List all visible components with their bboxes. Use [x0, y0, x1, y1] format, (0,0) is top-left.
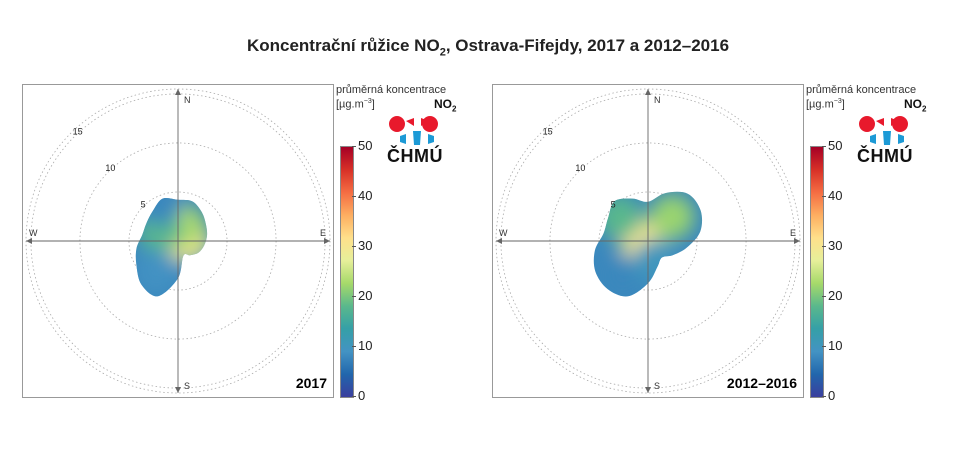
- colorbar-tick-label: 10: [828, 338, 843, 353]
- radial-tick-label: 15: [73, 127, 83, 137]
- colorbar-tick: [822, 246, 826, 247]
- colorbar-tick: [822, 146, 826, 147]
- direction-label-W: W: [29, 228, 38, 238]
- colorbar-tick: [352, 146, 356, 147]
- colorbar-tick: [822, 296, 826, 297]
- radial-tick-label: 10: [575, 163, 585, 173]
- concentration-hotspot: [597, 195, 642, 240]
- arrow-west-icon: [496, 238, 502, 244]
- colorbar-tick: [822, 196, 826, 197]
- rose-panel-2012-2016: N E S W 5 10 15 2012–2016: [492, 84, 804, 398]
- radial-tick-label: 10: [105, 163, 115, 173]
- colorbar-tick-label: 50: [828, 138, 843, 153]
- concentration-hotspot: [600, 255, 645, 297]
- concentration-hotspot: [633, 239, 678, 284]
- chmu-logo-icon: [389, 116, 438, 145]
- colorbar: [340, 146, 354, 398]
- rose-panel-2017: N E S W 5 10 15 2017: [22, 84, 334, 398]
- legend-title: průměrná koncentrace: [336, 84, 447, 96]
- colorbar: [810, 146, 824, 398]
- panel-label-2012-2016: 2012–2016: [726, 375, 797, 391]
- logo-text: ČHMÚ: [857, 146, 913, 166]
- colorbar-tick-label: 40: [828, 188, 843, 203]
- rose-plot-2017: N E S W 5 10 15: [25, 88, 331, 394]
- panel-label-2017: 2017: [295, 375, 327, 391]
- chmu-logo: [856, 114, 916, 166]
- direction-label-S: S: [654, 381, 660, 391]
- colorbar-tick-label: 10: [358, 338, 373, 353]
- colorbar-tick: [352, 246, 356, 247]
- arrow-south-icon: [175, 387, 181, 393]
- arrow-north-icon: [645, 89, 651, 95]
- legend-title: průměrná koncentrace: [806, 84, 917, 96]
- direction-label-N: N: [654, 95, 661, 105]
- colorbar-tick: [352, 196, 356, 197]
- direction-label-S: S: [184, 381, 190, 391]
- colorbar-tick-label: 20: [358, 288, 373, 303]
- direction-label-E: E: [790, 228, 796, 238]
- concentration-hotspot: [135, 249, 179, 294]
- arrow-north-icon: [175, 89, 181, 95]
- arrow-east-icon: [324, 238, 330, 244]
- colorbar-tick: [352, 296, 356, 297]
- colorbar-tick: [822, 346, 826, 347]
- direction-label-W: W: [499, 228, 508, 238]
- chmu-logo-icon: [859, 116, 908, 145]
- radial-tick-label: 5: [141, 200, 146, 210]
- legend-pollutant: NO2: [904, 97, 927, 114]
- arrow-south-icon: [645, 387, 651, 393]
- legend-units: [µg.m−3]: [806, 98, 845, 111]
- colorbar-tick-label: 50: [358, 138, 373, 153]
- colorbar-tick-label: 0: [828, 388, 836, 403]
- colorbar-tick-label: 0: [358, 388, 366, 403]
- colorbar-tick-label: 30: [828, 238, 843, 253]
- colorbar-tick: [822, 396, 826, 397]
- chmu-logo: [386, 114, 446, 166]
- arrow-west-icon: [26, 238, 32, 244]
- legend-2017: průměrná koncentrace [µg.m−3] NO2 ČHMÚ 5…: [336, 84, 476, 404]
- colorbar-tick-label: 30: [358, 238, 373, 253]
- rose-plot-2012-2016: N E S W 5 10 15: [495, 88, 801, 394]
- colorbar-tick: [352, 346, 356, 347]
- radial-tick-label: 15: [543, 127, 553, 137]
- arrow-east-icon: [794, 238, 800, 244]
- concentration-hotspot: [650, 194, 695, 239]
- colorbar-tick-label: 40: [358, 188, 373, 203]
- legend-2012-2016: průměrná koncentrace [µg.m−3] NO2 ČHMÚ 5…: [806, 84, 946, 404]
- legend-units: [µg.m−3]: [336, 98, 375, 111]
- colorbar-tick-label: 20: [828, 288, 843, 303]
- direction-label-E: E: [320, 228, 326, 238]
- colorbar-tick: [352, 396, 356, 397]
- logo-text: ČHMÚ: [387, 146, 443, 166]
- direction-label-N: N: [184, 95, 191, 105]
- radial-tick-label: 5: [611, 200, 616, 210]
- chart-title: Koncentrační růžice NO2, Ostrava-Fifejdy…: [246, 36, 730, 59]
- legend-pollutant: NO2: [434, 97, 457, 114]
